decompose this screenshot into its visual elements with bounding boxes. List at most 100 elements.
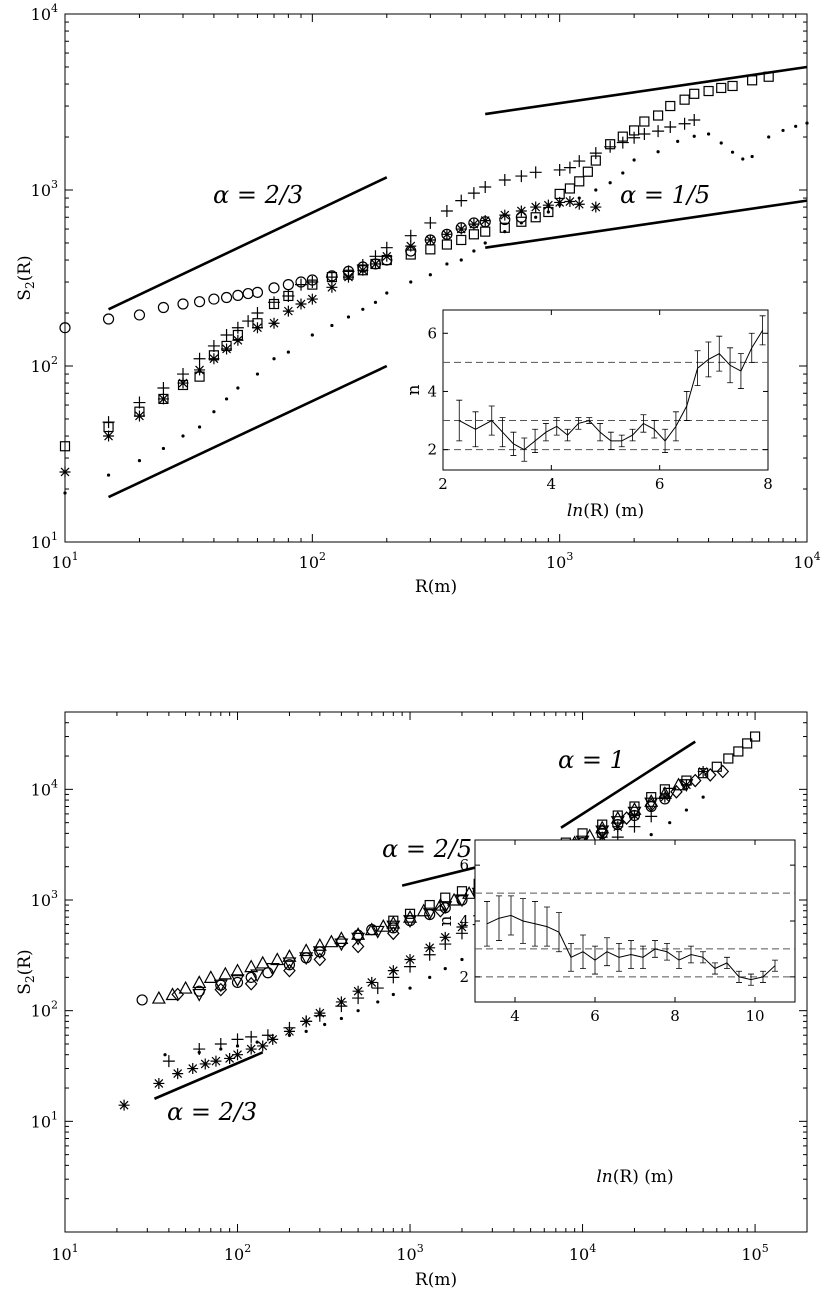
- marker-dot: [181, 434, 185, 438]
- marker-circle: [314, 946, 326, 958]
- inset-y-tick-label: 2: [427, 441, 437, 459]
- inset-chart: 2 4 6 8 2 4 6 ln(R) (m) n: [404, 309, 773, 521]
- marker-asterisk: [257, 1040, 269, 1052]
- marker-triangle-up: [312, 938, 327, 951]
- marker-asterisk: [564, 196, 576, 208]
- marker-asterisk: [441, 228, 453, 240]
- x-axis-label: R(m): [415, 1270, 457, 1290]
- marker-plus: [387, 971, 400, 984]
- marker-triangle-down: [230, 974, 245, 988]
- inset-x-tick-label: 10: [745, 1007, 764, 1025]
- marker-triangle-down: [644, 797, 659, 811]
- marker-dot: [621, 171, 625, 175]
- marker-dot: [236, 386, 240, 390]
- marker-asterisk: [208, 353, 220, 365]
- marker-square: [749, 731, 761, 742]
- marker-square: [441, 239, 452, 250]
- plot-frame: [64, 711, 808, 1233]
- marker-square: [326, 271, 338, 283]
- marker-circle: [231, 976, 244, 989]
- marker-square: [629, 125, 640, 136]
- marker-plus: [404, 229, 417, 242]
- marker-square: [742, 738, 753, 749]
- marker-asterisk: [210, 1055, 222, 1067]
- marker-circle: [268, 282, 280, 294]
- marker-plus: [335, 1000, 348, 1013]
- marker-asterisk: [282, 305, 294, 317]
- marker-dot: [163, 1053, 167, 1057]
- x-tick-label: 102: [299, 550, 326, 572]
- marker-circle: [157, 301, 170, 314]
- marker-asterisk: [352, 985, 364, 997]
- marker-dot: [255, 1040, 259, 1044]
- marker-dot: [356, 1009, 360, 1013]
- marker-dot: [161, 446, 166, 451]
- inset-x-tick-label: 8: [670, 1007, 680, 1025]
- marker-asterisk: [424, 942, 436, 954]
- marker-diamond: [214, 982, 228, 997]
- slope-annotation: α = 1: [558, 746, 625, 774]
- marker-dot: [794, 124, 798, 128]
- inset-line: [459, 330, 764, 451]
- marker-triangle-down: [610, 816, 625, 829]
- marker-circle: [282, 279, 294, 291]
- inset-x-axis-label: ln(R) (m): [596, 1167, 673, 1187]
- marker-diamond: [171, 987, 185, 1002]
- marker-square: [456, 234, 467, 246]
- plot-frame: [64, 13, 808, 543]
- marker-square: [307, 279, 318, 290]
- marker-dot: [558, 203, 562, 207]
- marker-asterisk: [455, 223, 467, 235]
- marker-plus: [423, 948, 436, 961]
- marker-plus: [424, 216, 437, 229]
- marker-triangle-down: [282, 957, 297, 971]
- marker-square: [605, 139, 616, 150]
- marker-asterisk: [479, 215, 491, 227]
- marker-triangle-up: [244, 959, 259, 973]
- marker-asterisk: [194, 364, 206, 376]
- y-tick-label: 104: [31, 777, 58, 799]
- marker-dot: [287, 1033, 292, 1037]
- marker-diamond: [688, 773, 702, 788]
- inset-y-axis-label: n: [404, 384, 424, 395]
- marker-square: [597, 819, 608, 830]
- slope-annotation: α = 2/3: [167, 1098, 257, 1126]
- marker-plus: [467, 187, 480, 200]
- marker-square: [652, 110, 664, 121]
- marker-asterisk: [177, 377, 189, 389]
- inset-y-tick-label: 4: [459, 912, 469, 930]
- marker-dot: [684, 808, 689, 812]
- marker-dot: [339, 1016, 343, 1021]
- marker-asterisk: [153, 1077, 165, 1089]
- marker-dot: [409, 280, 413, 284]
- marker-plus: [628, 131, 641, 144]
- marker-circle: [335, 936, 347, 948]
- marker-asterisk: [573, 198, 585, 210]
- marker-asterisk: [157, 393, 169, 405]
- marker-asterisk: [439, 931, 451, 943]
- marker-square: [530, 212, 541, 223]
- x-tick-label: 101: [51, 550, 78, 572]
- marker-square: [727, 80, 738, 92]
- marker-asterisk: [118, 1099, 130, 1111]
- marker-plus: [295, 278, 308, 291]
- marker-dot: [376, 1000, 380, 1004]
- inset-y-tick-label: 2: [459, 968, 469, 986]
- inset-frame: [474, 839, 796, 1003]
- marker-triangle-up: [282, 949, 297, 962]
- marker-asterisk: [251, 322, 263, 334]
- marker-circle: [59, 322, 71, 334]
- marker-square: [679, 94, 690, 105]
- marker-dot: [391, 992, 395, 997]
- marker-diamond: [351, 939, 365, 954]
- marker-triangle-down: [386, 920, 401, 934]
- inset-error-bar: [772, 959, 778, 972]
- marker-triangle-up: [299, 943, 314, 957]
- marker-asterisk: [387, 965, 399, 977]
- slope-reference-line: [153, 1051, 264, 1100]
- marker-plus: [553, 163, 566, 176]
- inset-y-tick-label: 6: [459, 856, 469, 874]
